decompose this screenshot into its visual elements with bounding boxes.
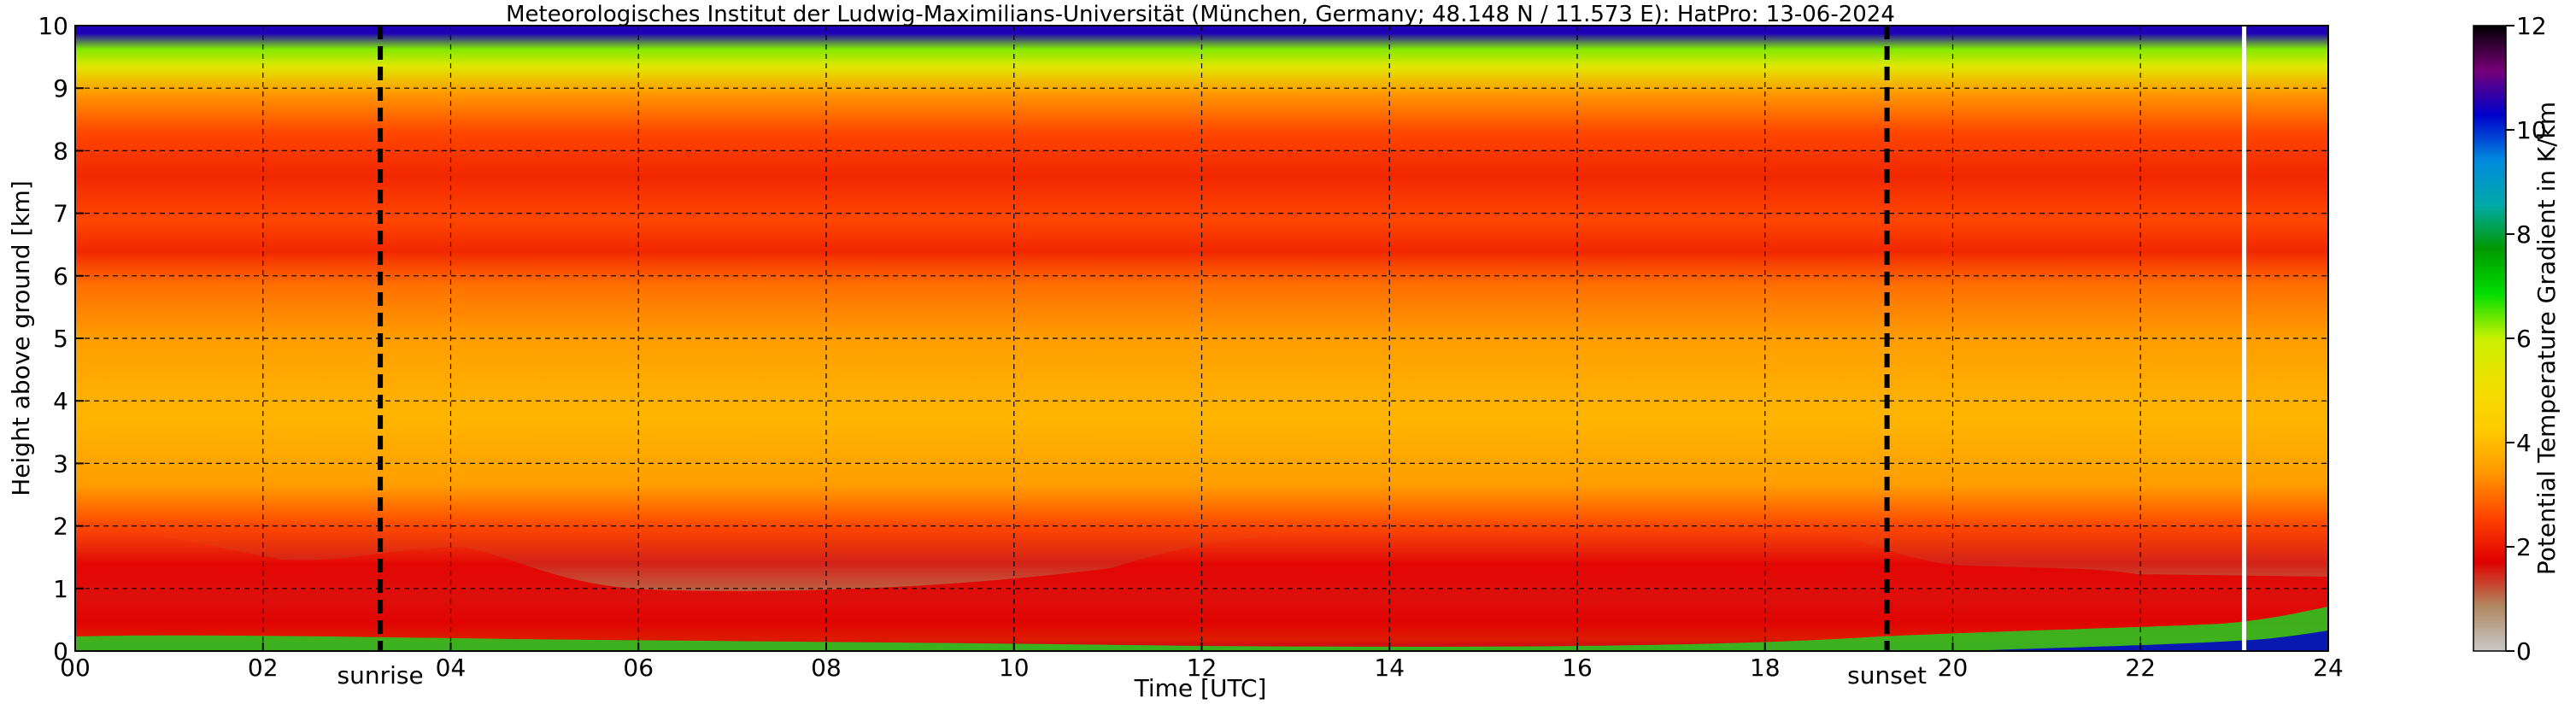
event-markers [378,26,1890,651]
y-tick-label: 6 [53,262,68,290]
x-tick-label: 12 [1187,654,1218,682]
sunrise-label: sunrise [337,661,424,689]
x-tick-label: 16 [1562,654,1593,682]
colorbar-tick-label: 6 [2516,325,2532,353]
y-tick-label: 9 [53,74,68,103]
x-tick-label: 20 [1938,654,1969,682]
plot-area [75,26,2328,651]
x-axis-ticks: 00 02 04 06 08 10 12 14 16 18 20 22 24 [60,642,2344,682]
x-axis-label: Time [UTC] [1134,674,1267,702]
colorbar-tick-label: 12 [2516,12,2547,40]
sunset-label: sunset [1847,661,1927,689]
colorbar-tick-label: 4 [2516,429,2532,457]
x-tick-label: 04 [436,654,466,682]
missing-data-line [2242,26,2247,651]
y-tick-label: 8 [53,137,68,165]
y-tick-label: 7 [53,200,68,228]
surface-blue-layer [1965,631,2328,651]
x-tick-label: 24 [2313,654,2344,682]
x-tick-label: 02 [248,654,279,682]
colorbar-tick-label: 2 [2516,533,2532,561]
chart-title: Meteorologisches Institut der Ludwig-Max… [506,2,1895,27]
colorbar-tick-label: 0 [2516,637,2532,666]
y-tick-label: 4 [53,387,68,415]
x-tick-label: 06 [623,654,654,682]
y-tick-label: 0 [53,637,68,666]
x-tick-label: 22 [2125,654,2156,682]
y-axis-label: Height above ground [km] [7,180,35,496]
y-tick-label: 3 [53,449,68,478]
y-tick-label: 5 [53,325,68,353]
grid-lines [75,26,2328,651]
y-tick-label: 2 [53,513,68,541]
x-tick-label: 14 [1374,654,1405,682]
colorbar: 0 2 4 6 8 10 12 Potential Temperature Gradient… [2473,12,2561,666]
colorbar-strip [2473,25,2507,652]
colorbar-label: Potential Temperature Gradient in K/km [2532,102,2561,575]
colorbar-tick-label: 10 [2516,116,2547,144]
y-axis-ticks: 0 1 2 3 4 5 6 7 8 9 10 [38,12,84,666]
y-tick-label: 1 [53,575,68,603]
x-tick-label: 00 [60,654,91,682]
x-tick-label: 08 [811,654,842,682]
x-tick-label: 18 [1750,654,1781,682]
x-tick-label: 10 [999,654,1030,682]
colorbar-ticks: 0 2 4 6 8 10 12 [2506,12,2547,666]
colorbar-tick-label: 8 [2516,220,2532,249]
y-tick-label: 10 [38,12,68,40]
